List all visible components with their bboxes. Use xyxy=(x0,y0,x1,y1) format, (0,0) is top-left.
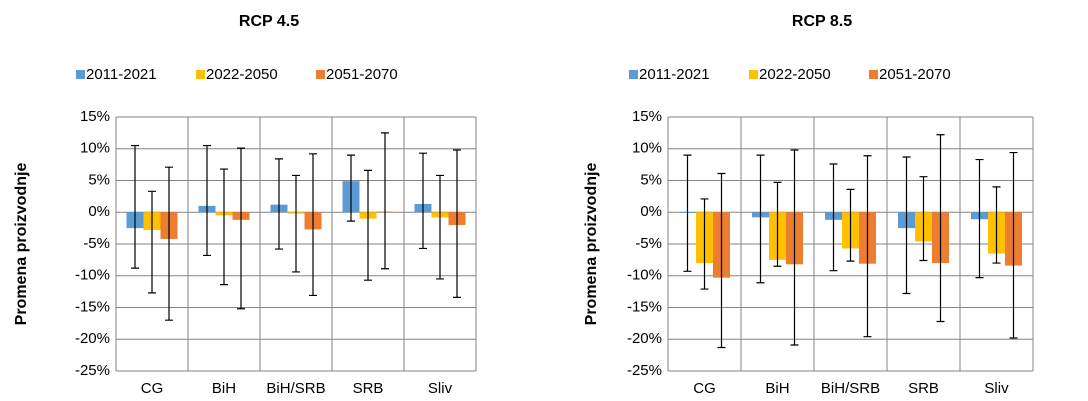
legend-swatch xyxy=(316,70,325,79)
legend-label: 2051-2070 xyxy=(326,66,398,83)
error-bar xyxy=(292,174,300,273)
error-bar xyxy=(436,174,444,280)
error-bar xyxy=(1009,151,1018,339)
error-bar xyxy=(683,154,692,272)
error-bar xyxy=(275,158,283,250)
y-tick-label: -25% xyxy=(75,362,110,379)
y-tick-label: -20% xyxy=(75,330,110,347)
x-tick-label: CG xyxy=(141,380,164,397)
legend-label: 2011-2021 xyxy=(639,66,710,83)
legend-swatch xyxy=(749,70,758,79)
error-bar xyxy=(790,149,799,346)
error-bar xyxy=(148,190,156,294)
x-tick-label: Sliv xyxy=(984,380,1009,397)
y-tick-label: 5% xyxy=(88,171,110,188)
legend-label: 2011-2021 xyxy=(86,66,157,83)
error-bar xyxy=(220,168,228,286)
y-tick-label: 10% xyxy=(632,140,662,157)
y-tick-label: 15% xyxy=(80,108,110,125)
y-tick-label: 15% xyxy=(632,108,662,125)
legend-label: 2051-2070 xyxy=(879,66,951,83)
y-tick-label: -25% xyxy=(627,362,662,379)
error-bar xyxy=(309,153,317,297)
x-tick-label: Sliv xyxy=(428,380,453,397)
error-bar xyxy=(381,132,389,270)
y-tick-label: 0% xyxy=(88,203,110,220)
y-tick-label: -15% xyxy=(627,298,662,315)
error-bar xyxy=(902,156,911,295)
legend-swatch xyxy=(869,70,878,79)
legend-swatch xyxy=(196,70,205,79)
x-tick-label: BiH/SRB xyxy=(821,380,880,397)
chart-title: RCP 8.5 xyxy=(792,13,852,30)
error-bar xyxy=(992,186,1001,264)
error-bar xyxy=(364,169,372,281)
error-bar xyxy=(975,158,984,279)
error-bar xyxy=(419,152,427,250)
error-bar xyxy=(919,176,928,262)
y-tick-label: 5% xyxy=(640,171,662,188)
legend-label: 2022-2050 xyxy=(206,66,278,83)
x-tick-label: SRB xyxy=(353,380,384,397)
error-bar xyxy=(165,166,173,321)
error-bar xyxy=(347,154,355,222)
error-bar xyxy=(756,154,765,284)
x-tick-label: CG xyxy=(693,380,716,397)
y-tick-label: -10% xyxy=(75,267,110,284)
x-tick-label: BiH xyxy=(765,380,789,397)
error-bar xyxy=(936,134,945,323)
error-bar xyxy=(203,144,211,257)
y-tick-label: -5% xyxy=(83,235,110,252)
y-tick-label: 0% xyxy=(640,203,662,220)
error-bar xyxy=(453,149,461,298)
legend-label: 2022-2050 xyxy=(759,66,831,83)
error-bar xyxy=(829,163,838,272)
error-bar xyxy=(773,181,782,267)
y-tick-label: -20% xyxy=(627,330,662,347)
x-tick-label: BiH xyxy=(212,380,236,397)
y-axis-title: Promena proizvodnje xyxy=(13,163,30,326)
y-tick-label: 10% xyxy=(80,140,110,157)
y-tick-label: -10% xyxy=(627,267,662,284)
error-bar xyxy=(717,172,726,349)
error-bar xyxy=(700,198,709,290)
y-axis-title: Promena proizvodnje xyxy=(583,163,600,326)
legend-swatch xyxy=(629,70,638,79)
x-tick-label: SRB xyxy=(908,380,939,397)
y-tick-label: -15% xyxy=(75,298,110,315)
y-tick-label: -5% xyxy=(635,235,662,252)
legend-swatch xyxy=(76,70,85,79)
error-bar xyxy=(863,155,872,338)
x-tick-label: BiH/SRB xyxy=(266,380,325,397)
chart-title: RCP 4.5 xyxy=(239,13,299,30)
error-bar xyxy=(131,144,139,269)
error-bar xyxy=(237,147,245,310)
error-bar xyxy=(846,188,855,262)
